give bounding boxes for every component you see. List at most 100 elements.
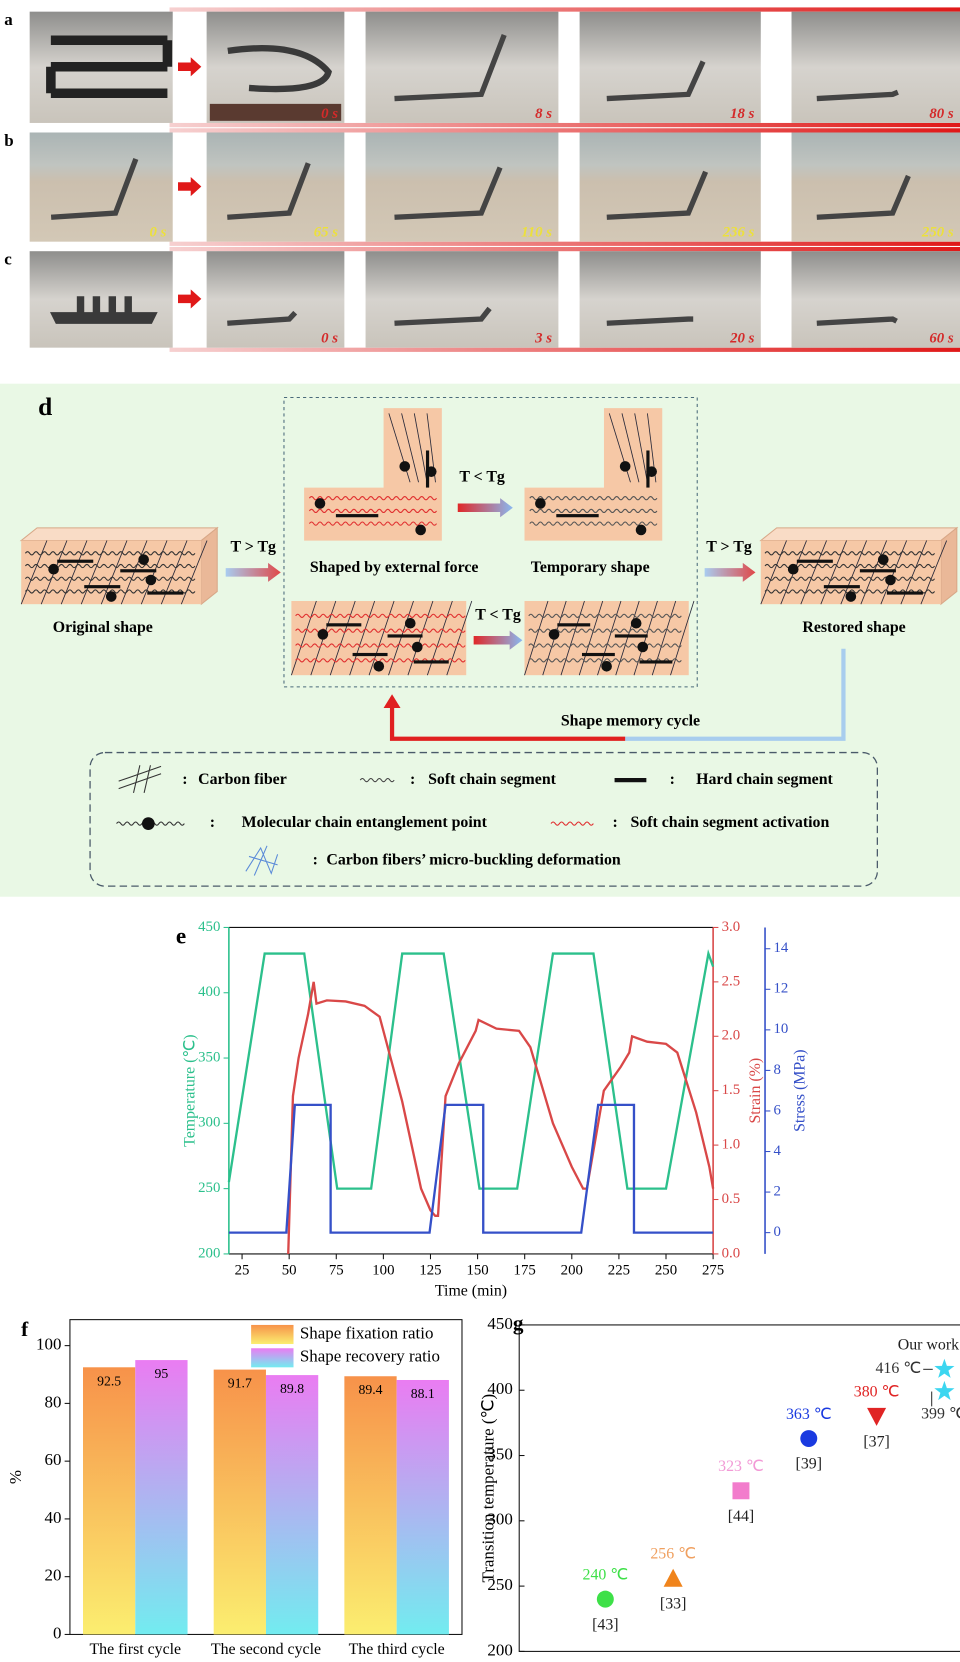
- sample: [50, 158, 139, 220]
- fiber: [60, 540, 88, 605]
- block-top: [19, 527, 219, 542]
- ruler: [209, 103, 342, 121]
- x-tick-label: 175: [514, 1262, 536, 1278]
- y-tick-label: 4: [774, 1143, 782, 1159]
- hard-segment: [387, 634, 423, 638]
- progress-bar: [169, 241, 960, 246]
- photo: [206, 132, 345, 242]
- y-tick-label: 0: [774, 1224, 781, 1240]
- chain: [529, 521, 658, 526]
- y-tick-label: 450: [198, 919, 220, 935]
- sample: [227, 45, 332, 93]
- icon-entanglement: [141, 817, 155, 830]
- legend-label: Shape recovery ratio: [300, 1347, 440, 1366]
- sample: [394, 34, 507, 102]
- y-tick-label: 250: [487, 1575, 512, 1594]
- legend-label: Molecular chain entanglement point: [242, 814, 488, 831]
- fiber: [80, 540, 108, 605]
- chain: [764, 576, 936, 581]
- x-tick-label: 150: [466, 1262, 488, 1278]
- sample: [606, 170, 709, 220]
- panel-label: b: [4, 131, 13, 150]
- y-tick-label: 350: [198, 1049, 220, 1065]
- diagram-label: Shaped by external force: [310, 559, 479, 576]
- reference-label: [39]: [796, 1456, 822, 1473]
- icon-carbon-fiber: [118, 765, 162, 793]
- photo: [579, 251, 761, 348]
- cycle-arrow: [625, 648, 846, 741]
- arrow: [178, 289, 202, 309]
- chain: [528, 643, 682, 648]
- y-tick-label: 300: [487, 1510, 512, 1529]
- chain: [24, 551, 196, 556]
- entanglement: [373, 660, 385, 672]
- hard-segment: [557, 623, 591, 627]
- time-label: 0 s: [149, 225, 166, 241]
- y-tick-label: 1.5: [722, 1082, 741, 1098]
- chain: [550, 821, 594, 826]
- bar: [265, 1375, 319, 1635]
- y-tick-label: 20: [45, 1566, 62, 1585]
- condition-label: T < Tg: [459, 469, 505, 486]
- plot-frame: [518, 1324, 960, 1652]
- cycle-label: Shape memory cycle: [561, 712, 700, 729]
- progress-bar: [169, 347, 960, 352]
- x-tick-label: 75: [329, 1262, 344, 1278]
- photo: [791, 132, 960, 242]
- fiber: [760, 540, 787, 605]
- value-label: 240 ℃: [583, 1566, 629, 1583]
- y-axis-title: Strain (%): [747, 1058, 764, 1124]
- entanglement: [601, 660, 612, 672]
- x-tick-label: 25: [235, 1262, 250, 1278]
- entanglement: [145, 574, 157, 586]
- value-label: 88.1: [411, 1386, 435, 1401]
- y-tick-label: 200: [487, 1640, 512, 1659]
- entanglement: [845, 591, 857, 602]
- photo: [579, 11, 761, 123]
- arrow: [178, 57, 202, 77]
- y-tick-label: 6: [774, 1102, 781, 1118]
- y-tick-label: 2.0: [722, 1028, 741, 1044]
- progress-bar: [169, 246, 960, 252]
- sample: [816, 89, 899, 102]
- sample: [394, 306, 492, 326]
- fiber: [820, 540, 847, 605]
- legend-label: Hard chain segment: [696, 771, 833, 788]
- hard-segment: [84, 585, 121, 589]
- condition-label: T < Tg: [475, 606, 521, 623]
- hard-segment: [796, 559, 833, 563]
- chain: [529, 508, 658, 514]
- legend-separator: :: [313, 851, 318, 868]
- legend-box: [89, 751, 878, 887]
- y-tick-label: 14: [774, 940, 789, 956]
- arrow: [225, 562, 281, 582]
- point: [596, 1590, 614, 1608]
- entanglement: [404, 617, 416, 629]
- condition-label: T > Tg: [230, 539, 276, 556]
- y-tick-label: 0.0: [722, 1245, 741, 1261]
- x-tick-label: 200: [561, 1262, 583, 1278]
- entanglement: [646, 466, 657, 477]
- arrow: [457, 498, 513, 518]
- time-label: 18 s: [730, 106, 755, 122]
- y-tick-label: 250: [198, 1180, 220, 1196]
- time-label: 80 s: [929, 106, 954, 122]
- photo: [29, 132, 173, 242]
- panel-label: c: [4, 250, 12, 269]
- entanglement: [635, 524, 647, 536]
- entanglement: [48, 563, 59, 575]
- hard-segment: [556, 514, 599, 518]
- hard-segment: [581, 652, 615, 657]
- chain: [529, 496, 658, 501]
- time-label: 0 s: [321, 331, 338, 347]
- hard-segment: [413, 660, 449, 664]
- fiber: [597, 600, 622, 676]
- value-label: 416 ℃: [875, 1360, 921, 1377]
- fiber: [920, 540, 948, 605]
- panel-label: d: [38, 392, 52, 421]
- x-tick-label: 225: [608, 1262, 630, 1278]
- bar: [213, 1369, 266, 1635]
- chain: [295, 613, 466, 618]
- photo: [365, 11, 559, 123]
